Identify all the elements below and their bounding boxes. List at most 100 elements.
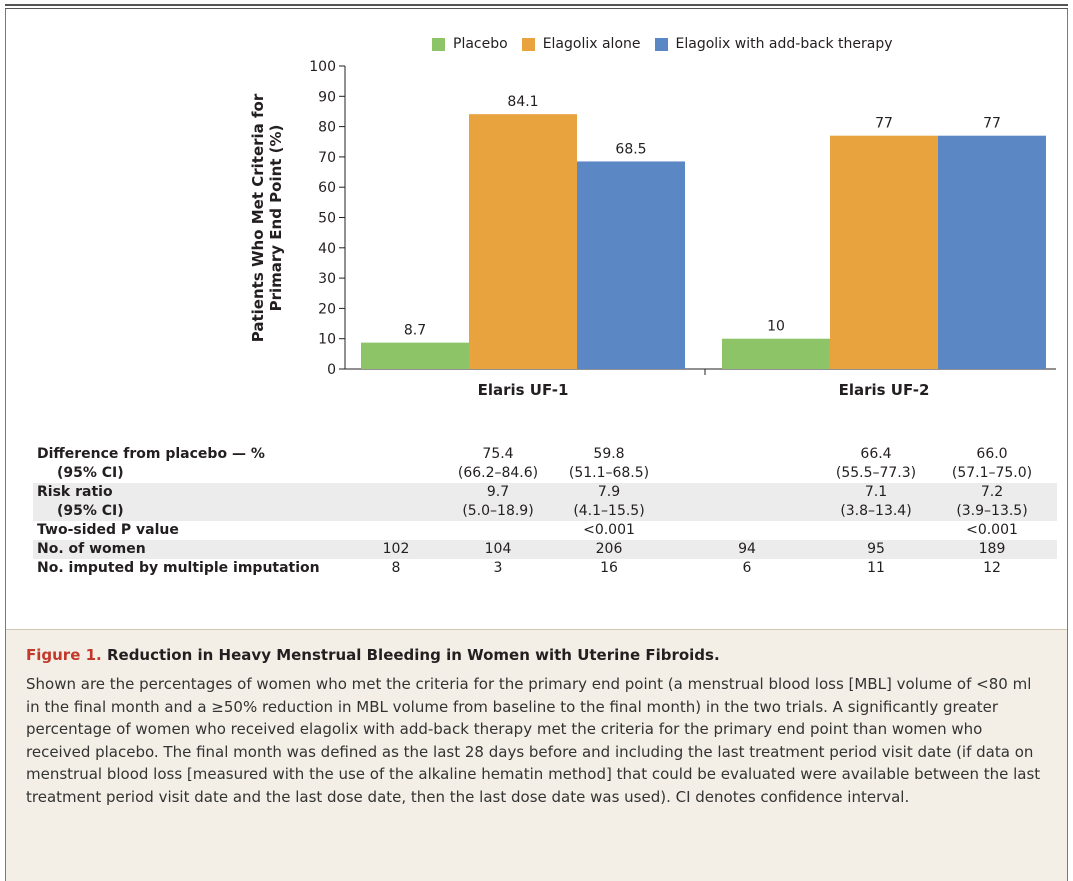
table-cell (345, 521, 447, 540)
table-cell: (66.2–84.6) (457, 465, 539, 481)
legend-swatch-elagolix-alone (521, 37, 535, 51)
legend-swatch-placebo (432, 37, 445, 51)
table-cell: 7.1 (825, 483, 927, 502)
table-row: No. of women 102 104 206 94 95 189 (33, 540, 1057, 559)
table-cell: (55.5–77.3) (835, 465, 917, 481)
legend-label-elagolix-add-back: Elagolix with add-back therapy (675, 36, 893, 52)
caption-title: Figure 1. Reduction in Heavy Menstrual B… (26, 645, 1047, 665)
bar-value-label: 68.5 (615, 141, 646, 157)
y-tick-label: 90 (318, 89, 336, 105)
row-label: No. imputed by multiple imputation (37, 560, 320, 576)
y-axis-label: Patients Who Met Criteria for Primary En… (249, 93, 285, 342)
table-cell (825, 521, 927, 540)
bar-elagolix-add-back (938, 135, 1046, 369)
table-cell (669, 483, 825, 502)
table-cell (669, 445, 825, 464)
chart-legend: Placebo Elagolix alone Elagolix with add… (432, 36, 907, 52)
table-cell: 66.0 (976, 446, 1008, 462)
table-cell: 8 (391, 560, 401, 576)
table-cell (345, 502, 447, 521)
table-cell: (57.1–75.0) (951, 465, 1033, 481)
y-axis-label-line2: Primary End Point (%) (267, 125, 285, 312)
row-label: (95% CI) (57, 465, 124, 481)
data-labels: 8.7 84.1 68.5 10 77 77 (404, 94, 1001, 338)
table-cell: 11 (867, 560, 885, 576)
table-cell: 6 (742, 560, 752, 576)
caption-figure-label: Figure 1. (26, 646, 102, 664)
bar-value-label: 77 (875, 116, 893, 132)
table-cell: 16 (600, 560, 618, 576)
bar-value-label: 84.1 (507, 94, 538, 110)
table-cell: <0.001 (583, 522, 635, 538)
table-cell (447, 521, 549, 540)
table-cell: <0.001 (966, 522, 1018, 538)
table-cell: (5.0–18.9) (447, 502, 549, 521)
table-cell (345, 445, 447, 464)
y-tick-label: 0 (327, 362, 336, 378)
legend-item-elagolix-add-back: Elagolix with add-back therapy (654, 36, 893, 52)
row-label: No. of women (33, 540, 345, 559)
bar-value-label: 8.7 (404, 323, 426, 339)
table-cell: 206 (549, 540, 669, 559)
y-tick-label: 10 (318, 332, 336, 348)
table-row: (95% CI) (66.2–84.6) (51.1–68.5) (55.5–77.3… (33, 464, 1057, 483)
bar-value-label: 10 (767, 319, 785, 335)
y-tick-label: 60 (318, 180, 336, 196)
table-cell: 102 (345, 540, 447, 559)
bar-chart: Patients Who Met Criteria for Primary En… (249, 59, 1056, 399)
table-cell: (3.9–13.5) (927, 502, 1057, 521)
table-cell: 189 (927, 540, 1057, 559)
row-label: Difference from placebo — % (37, 446, 265, 462)
caption-title-text: Reduction in Heavy Menstrual Bleeding in… (106, 646, 720, 664)
bar-value-label: 77 (983, 116, 1001, 132)
y-tick-label: 50 (318, 211, 336, 227)
y-axis-label-line1: Patients Who Met Criteria for (249, 93, 267, 342)
x-category-label: Elaris UF-2 (839, 381, 930, 399)
table-cell: 9.7 (447, 483, 549, 502)
table-row: Difference from placebo — % 75.4 59.8 66.4 6… (33, 445, 1057, 464)
stats-table: Difference from placebo — % 75.4 59.8 66.4 6… (33, 445, 1057, 578)
row-label: Risk ratio (33, 483, 345, 502)
table-cell: 12 (983, 560, 1001, 576)
table-cell: 75.4 (482, 446, 514, 462)
bar-placebo (361, 342, 469, 369)
row-label: Two-sided P value (37, 522, 179, 538)
table-row: Risk ratio 9.7 7.9 7.1 7.2 (33, 483, 1057, 502)
table-cell (345, 464, 447, 483)
table-cell: (51.1–68.5) (568, 465, 650, 481)
table-cell: 3 (493, 560, 503, 576)
legend-swatch-elagolix-add-back (654, 37, 668, 51)
top-rule (5, 4, 1068, 6)
row-label: (95% CI) (33, 502, 345, 521)
y-tick-label: 20 (318, 301, 336, 317)
caption-body: Shown are the percentages of women who m… (26, 675, 1041, 806)
table-cell: (3.8–13.4) (825, 502, 927, 521)
table-cell (669, 521, 825, 540)
legend-item-placebo: Placebo (432, 36, 508, 52)
table-cell (669, 502, 825, 521)
table-cell (345, 483, 447, 502)
table-row: Two-sided P value <0.001 <0.001 (33, 521, 1057, 540)
bar-placebo (722, 338, 830, 369)
legend-label-elagolix-alone: Elagolix alone (542, 36, 641, 52)
table-cell: 7.9 (549, 483, 669, 502)
table-cell: 7.2 (927, 483, 1057, 502)
y-tick-label: 70 (318, 150, 336, 166)
bar-elagolix-alone (830, 135, 938, 369)
figure-caption: Figure 1. Reduction in Heavy Menstrual B… (6, 629, 1067, 881)
table-row: No. imputed by multiple imputation 8 3 16 6 1… (33, 559, 1057, 578)
bars (361, 114, 1046, 369)
bar-elagolix-add-back (577, 161, 685, 369)
y-tick-label: 100 (309, 59, 336, 75)
x-category-label: Elaris UF-1 (478, 381, 569, 399)
top-rule-thin (5, 8, 1068, 9)
legend-label-placebo: Placebo (453, 36, 508, 52)
table-cell: 104 (447, 540, 549, 559)
table-row: (95% CI) (5.0–18.9) (4.1–15.5) (3.8–13.4) (3… (33, 502, 1057, 521)
y-tick-label: 30 (318, 271, 336, 287)
results-table: Difference from placebo — % 75.4 59.8 66.4 6… (33, 445, 1057, 578)
bar-elagolix-alone (469, 114, 577, 369)
table-cell: 59.8 (593, 446, 625, 462)
table-cell: (4.1–15.5) (549, 502, 669, 521)
table-cell: 94 (669, 540, 825, 559)
